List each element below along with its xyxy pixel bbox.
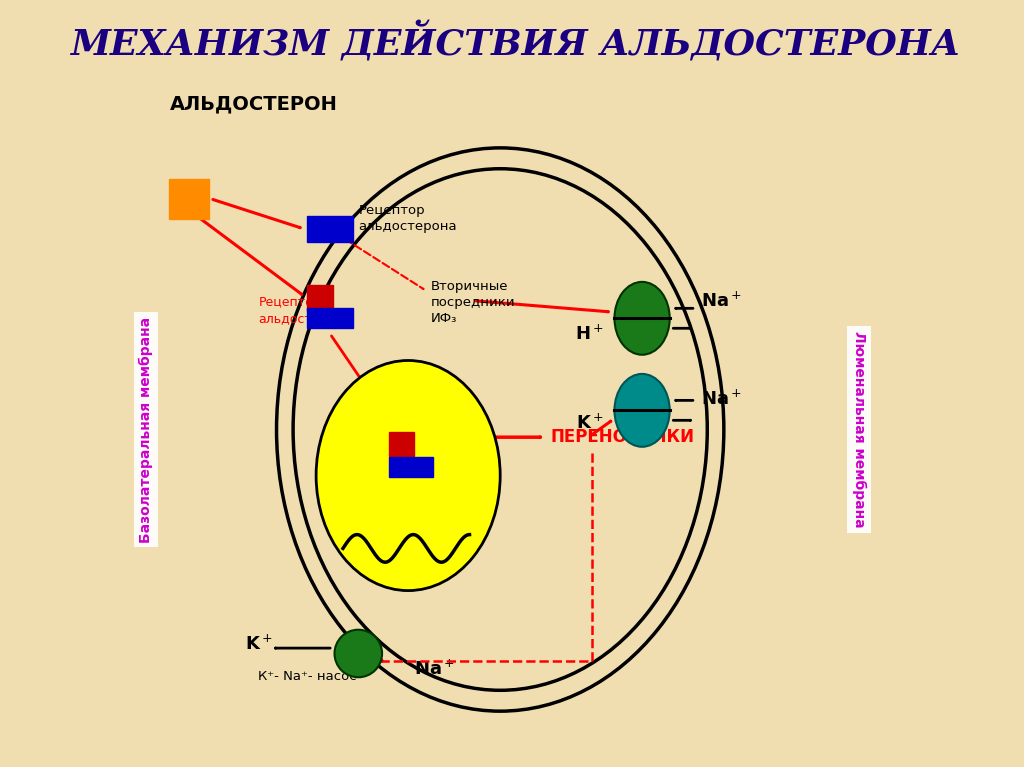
Text: Na$^+$: Na$^+$	[701, 291, 742, 311]
FancyBboxPatch shape	[389, 432, 414, 456]
Ellipse shape	[614, 374, 670, 446]
Ellipse shape	[614, 282, 670, 354]
Text: Вторичные
посредники
ИФ₃: Вторичные посредники ИФ₃	[431, 280, 516, 325]
FancyBboxPatch shape	[169, 179, 209, 219]
Text: МЕХАНИЗМ ДЕЙСТВИЯ АЛЬДОСТЕРОНА: МЕХАНИЗМ ДЕЙСТВИЯ АЛЬДОСТЕРОНА	[71, 21, 961, 63]
Text: Na$^+$: Na$^+$	[701, 389, 742, 409]
Text: H$^+$: H$^+$	[574, 324, 604, 344]
Text: K$^+$: K$^+$	[245, 634, 272, 654]
Text: Na$^+$: Na$^+$	[415, 659, 456, 679]
FancyBboxPatch shape	[307, 216, 353, 242]
Text: ПЕРЕНОСЧИКИ: ПЕРЕНОСЧИКИ	[550, 428, 694, 446]
Text: Люменальная мембрана: Люменальная мембрана	[852, 331, 866, 528]
Text: Базолатеральная мембрана: Базолатеральная мембрана	[138, 317, 153, 542]
FancyBboxPatch shape	[389, 457, 433, 477]
Ellipse shape	[316, 360, 500, 591]
FancyBboxPatch shape	[307, 285, 333, 311]
Text: мРНК: мРНК	[384, 522, 432, 537]
Ellipse shape	[335, 630, 382, 677]
Ellipse shape	[276, 148, 724, 711]
Text: Рецептор
альдостерона: Рецептор альдостерона	[358, 204, 457, 233]
Text: K$^+$: K$^+$	[575, 413, 604, 433]
Text: К⁺- Na⁺- насос: К⁺- Na⁺- насос	[258, 670, 356, 683]
Text: Рецептор
альдост-на: Рецептор альдост-на	[259, 296, 333, 325]
Ellipse shape	[293, 169, 708, 690]
Text: АЛЬДОСТЕРОН: АЛЬДОСТЕРОН	[170, 94, 338, 113]
Text: Синтез новых
белков: Синтез новых белков	[343, 399, 473, 437]
FancyBboxPatch shape	[307, 308, 353, 328]
